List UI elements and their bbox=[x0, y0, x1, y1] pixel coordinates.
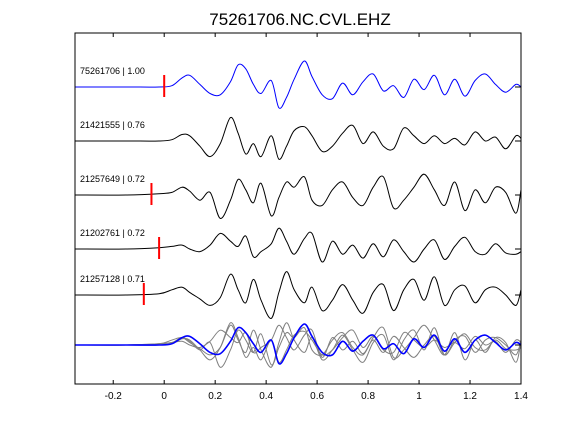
x-tick-label-3: 0.4 bbox=[259, 391, 273, 402]
x-tick-label-8: 1.4 bbox=[514, 391, 528, 402]
x-tick-label-2: 0.2 bbox=[208, 391, 222, 402]
plot-frame bbox=[74, 32, 522, 385]
x-tick-label-1: 0 bbox=[161, 391, 167, 402]
x-tick-label-6: 1 bbox=[416, 391, 422, 402]
x-tick-label-4: 0.6 bbox=[310, 391, 324, 402]
trace-4-line bbox=[74, 227, 522, 263]
x-tick-label-0: -0.2 bbox=[105, 391, 123, 402]
trace-1-label: 75261706 | 1.00 bbox=[80, 66, 145, 76]
x-axis: -0.2 0 0.2 0.4 0.6 0.8 1 1.2 1.4 bbox=[105, 33, 528, 402]
stack-overlay-5-line bbox=[74, 322, 522, 368]
trace-5-line bbox=[74, 271, 522, 319]
x-tick-label-5: 0.8 bbox=[361, 391, 375, 402]
trace-1-line bbox=[75, 60, 522, 109]
stack-overlay-4-line bbox=[74, 324, 522, 358]
trace-labels-layer: 75261706 | 1.00 21421555 | 0.76 21257649 |… bbox=[80, 66, 145, 284]
trace-2-label: 21421555 | 0.76 bbox=[80, 120, 145, 130]
trace-3-line bbox=[74, 173, 522, 219]
trace-5-label: 21257128 | 0.71 bbox=[80, 274, 145, 284]
trace-3-label: 21257649 | 0.72 bbox=[80, 174, 145, 184]
pick-markers-layer bbox=[142, 75, 166, 305]
x-tick-label-7: 1.2 bbox=[463, 391, 477, 402]
trace-2-line bbox=[74, 117, 522, 160]
traces-layer bbox=[74, 60, 522, 368]
stack-mean-line bbox=[74, 323, 522, 365]
chart-title: 75261706.NC.CVL.EHZ bbox=[209, 10, 390, 29]
trace-4-label: 21202761 | 0.72 bbox=[80, 228, 145, 238]
